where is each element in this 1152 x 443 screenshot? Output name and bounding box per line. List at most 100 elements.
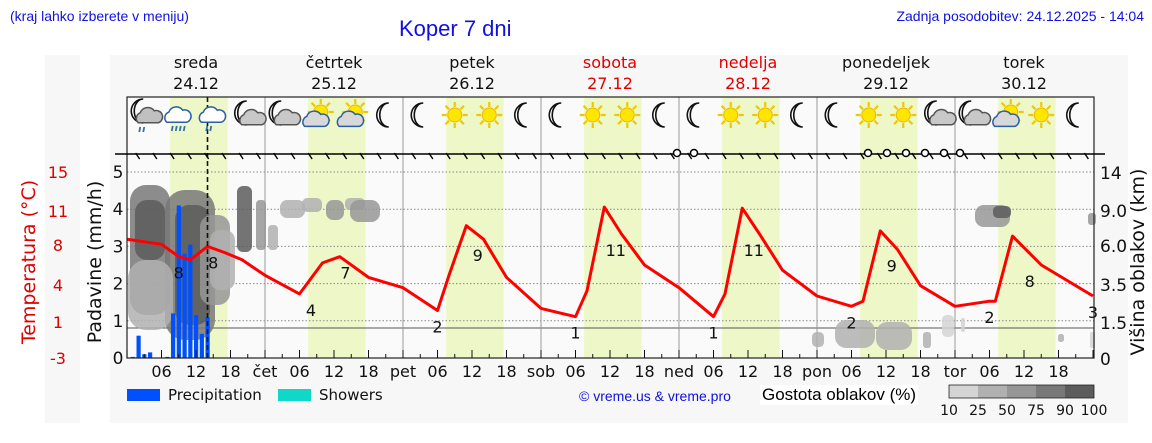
sun-ray bbox=[494, 119, 500, 125]
sun-ray bbox=[494, 105, 500, 111]
sun-icon bbox=[619, 107, 635, 123]
day-name: nedelja bbox=[718, 53, 778, 72]
cloud-density-blob bbox=[326, 200, 344, 220]
cloud-density-blob bbox=[1088, 213, 1096, 225]
weather-icon-sun bbox=[579, 102, 606, 128]
cloud-density-swatch bbox=[949, 385, 978, 398]
wind-barb-icon bbox=[825, 152, 831, 160]
wind-barb-icon bbox=[980, 152, 986, 160]
precip-tick: 5 bbox=[113, 163, 124, 183]
weather-icon-sun bbox=[614, 102, 641, 128]
wind-barb-icon bbox=[652, 152, 658, 160]
sun-ray bbox=[459, 119, 465, 125]
cloud-density-blob bbox=[135, 200, 165, 260]
sun-ray bbox=[1031, 105, 1037, 111]
cloud-icon bbox=[239, 108, 267, 126]
cloud-density-tick: 75 bbox=[1027, 403, 1045, 419]
weather-icon-sun bbox=[752, 102, 779, 128]
cloud-icon bbox=[929, 108, 957, 126]
temperature-axis-label: Temperatura (°C) bbox=[18, 180, 40, 345]
cloud-density-tick: 100 bbox=[1081, 403, 1108, 419]
cloud-icon bbox=[963, 108, 992, 126]
wind-barb-icon bbox=[342, 152, 348, 160]
moon-icon bbox=[548, 102, 562, 128]
cloud-density-blob bbox=[876, 322, 912, 350]
x-tick-label: 12 bbox=[1014, 362, 1034, 381]
cloud-height-axis-label: Višina oblakov (km) bbox=[1127, 169, 1149, 356]
x-tick-label: 12 bbox=[600, 362, 620, 381]
x-tick-label: 18 bbox=[496, 362, 516, 381]
sun-ray bbox=[1031, 119, 1037, 125]
day-header-7: torek 30.12 bbox=[955, 52, 1093, 94]
cloud-density-blob bbox=[280, 200, 305, 218]
copyright-link[interactable]: © vreme.us & vreme.pro bbox=[579, 388, 731, 404]
wind-barb-icon bbox=[221, 152, 227, 160]
wind-barb-icon bbox=[152, 152, 158, 160]
weather-icon-moon-cloud-rain bbox=[130, 98, 164, 133]
x-tick-label: 06 bbox=[979, 362, 999, 381]
precipitation-swatch bbox=[127, 389, 160, 401]
rain-drop bbox=[178, 125, 182, 132]
precip-tick: 0 bbox=[113, 349, 124, 369]
calm-wind-icon bbox=[920, 148, 930, 158]
cloud-density-blob bbox=[993, 206, 1011, 218]
precipitation-bar bbox=[182, 253, 187, 358]
weather-icon-moon bbox=[548, 102, 562, 128]
x-tick-label: 18 bbox=[910, 362, 930, 381]
wind-barb-icon bbox=[773, 152, 779, 160]
precip-axis-label: Padavine (mm/h) bbox=[84, 181, 106, 344]
wind-barb-icon bbox=[1049, 152, 1055, 160]
calm-wind-icon bbox=[882, 148, 892, 158]
x-tick-label: 12 bbox=[186, 362, 206, 381]
weather-icon-sun-cloud bbox=[992, 99, 1024, 128]
location-hint[interactable]: (kraj lahko izberete v meniju) bbox=[10, 8, 189, 24]
cloud-density-blob bbox=[350, 200, 380, 222]
cloud-density-blob bbox=[923, 332, 931, 348]
page-title: Koper 7 dni bbox=[399, 16, 512, 41]
x-tick-label: 12 bbox=[324, 362, 344, 381]
rain-drop bbox=[182, 125, 186, 132]
moon-icon bbox=[651, 102, 665, 128]
sun-ray bbox=[310, 102, 316, 108]
cloud-height-tick: 1.5 bbox=[1100, 314, 1127, 334]
x-tick-label: 06 bbox=[703, 362, 723, 381]
rain-drop bbox=[209, 125, 213, 132]
day-name: ponedeljek bbox=[842, 53, 930, 72]
calm-wind-icon bbox=[939, 148, 949, 158]
wind-barb-icon bbox=[894, 152, 900, 160]
moon-icon bbox=[824, 102, 838, 128]
temperature-label: 1 bbox=[570, 324, 580, 343]
calm-wind-icon bbox=[672, 148, 682, 158]
day-date: 29.12 bbox=[863, 74, 909, 93]
sun-icon bbox=[895, 107, 911, 123]
sun-ray bbox=[444, 119, 450, 125]
cloud-density-tick: 50 bbox=[998, 403, 1016, 419]
daytime-band bbox=[998, 97, 1056, 358]
cloud-density-label: Gostota oblakov (%) bbox=[760, 385, 919, 405]
x-tick-label: 18 bbox=[634, 362, 654, 381]
weather-icon-moon-cloud bbox=[268, 100, 302, 126]
cloud-density-blob bbox=[812, 332, 824, 347]
sun-ray bbox=[597, 105, 603, 111]
cloud-height-tick: 3.5 bbox=[1100, 276, 1127, 296]
weather-icon-sun bbox=[717, 102, 744, 128]
weather-icon-moon-cloud bbox=[233, 100, 267, 126]
weather-icon-moon bbox=[686, 102, 700, 128]
wind-barb-icon bbox=[480, 152, 486, 160]
wind-barb-icon bbox=[428, 152, 434, 160]
sun-ray bbox=[479, 119, 485, 125]
precipitation-bar bbox=[176, 205, 181, 358]
wind-barb-icon bbox=[204, 152, 210, 160]
sun-ray bbox=[617, 105, 623, 111]
wind-barb-icon bbox=[876, 152, 882, 160]
cloud-height-tick: 9.0 bbox=[1100, 202, 1127, 222]
sun-ray bbox=[893, 105, 899, 111]
sun-ray bbox=[617, 119, 623, 125]
rain-drop bbox=[205, 125, 209, 132]
temperature-label: 7 bbox=[340, 264, 350, 283]
legend-showers-label: Showers bbox=[319, 386, 383, 404]
weather-icon-moon bbox=[1065, 102, 1079, 128]
wind-barb-icon bbox=[411, 152, 417, 160]
sun-ray bbox=[720, 105, 726, 111]
weather-icon-sun bbox=[855, 102, 882, 128]
